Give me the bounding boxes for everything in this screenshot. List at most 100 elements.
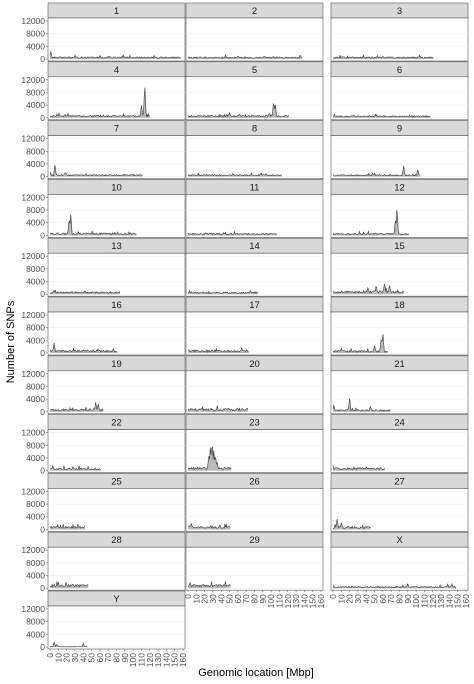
- series-line: [49, 342, 118, 353]
- series-area: [188, 347, 249, 353]
- panel-area: [47, 76, 186, 121]
- y-tick-label: 12000: [21, 16, 45, 26]
- series-line: [332, 283, 404, 294]
- series-line: [332, 465, 385, 471]
- facet-panel: 15: [330, 237, 469, 297]
- series-line: [49, 87, 150, 118]
- facet-panel: 18: [330, 296, 469, 356]
- facet-strip-label: Y: [113, 594, 120, 605]
- series-line: [187, 290, 259, 294]
- x-tick-label: 150: [170, 653, 180, 667]
- y-tick-label: 8000: [26, 558, 45, 568]
- y-tick-label: 4000: [26, 100, 45, 110]
- panel-area: [47, 311, 186, 356]
- series-line: [332, 113, 431, 118]
- facet-strip-label: 20: [249, 359, 260, 370]
- facet-panel: 9: [330, 120, 469, 179]
- series-line: [49, 581, 89, 588]
- facet-panel: 5: [185, 61, 324, 121]
- x-tick-label: 20: [345, 594, 355, 604]
- facet-strip-label: 12: [394, 182, 405, 193]
- facet-strip-label: X: [396, 535, 403, 546]
- x-tick-label: 110: [419, 594, 429, 608]
- x-tick-label: 120: [283, 594, 293, 608]
- facet-strip-label: 10: [111, 182, 122, 193]
- y-tick-label: 12000: [21, 604, 45, 614]
- panel-area: [185, 370, 324, 415]
- x-tick-label: 10: [336, 594, 346, 604]
- panel-area: [47, 429, 186, 473]
- x-tick-label: 100: [266, 594, 276, 608]
- y-tick-label: 4000: [26, 512, 45, 522]
- facet-strip-label: 1: [114, 6, 119, 17]
- x-tick-label: 130: [153, 653, 163, 667]
- y-tick-label: 8000: [26, 29, 45, 39]
- series-line: [187, 346, 249, 353]
- facet-strip-label: 19: [111, 359, 122, 370]
- panel-area: [47, 546, 186, 591]
- series-line: [49, 164, 143, 177]
- y-tick-label: 0: [40, 172, 45, 182]
- x-tick-label: 60: [233, 594, 243, 604]
- facet-panel: 25 0 4000 8000 12000: [21, 473, 186, 534]
- facet-panel: Y 0 4000 8000 12000: [21, 590, 186, 652]
- facet-strip-label: 23: [249, 418, 260, 429]
- x-tick-label: 70: [386, 594, 396, 604]
- x-tick-label: 0: [45, 653, 55, 658]
- y-tick-label: 0: [40, 113, 45, 123]
- facet-panel: 7 0 4000 8000 12000: [21, 120, 186, 182]
- facet-panel: 20: [185, 355, 324, 415]
- facet-panel: 19 0 4000 8000 12000: [21, 355, 186, 417]
- x-tick-label: 40: [78, 653, 88, 663]
- series-area: [333, 583, 457, 589]
- y-tick-label: 8000: [26, 87, 45, 97]
- panel-area: [330, 194, 469, 238]
- x-tick-label: 140: [161, 653, 171, 667]
- y-tick-label: 4000: [26, 159, 45, 169]
- x-tick-label: 40: [216, 594, 226, 604]
- y-tick-label: 4000: [26, 335, 45, 345]
- panel-area: [185, 135, 324, 179]
- panel-area: [47, 252, 186, 297]
- x-tick-label: 130: [436, 594, 446, 608]
- panel-area: [47, 370, 186, 415]
- x-tick-label: 10: [191, 594, 201, 604]
- y-tick-label: 12000: [21, 486, 45, 496]
- panel-area: [185, 546, 324, 591]
- series-area: [188, 581, 231, 589]
- series-line: [187, 172, 283, 177]
- panel-area: [330, 311, 469, 356]
- facet-strip-label: 24: [394, 418, 405, 429]
- y-tick-label: 12000: [21, 75, 45, 85]
- y-tick-label: 4000: [26, 629, 45, 639]
- x-tick-label: 90: [120, 653, 130, 663]
- facet-strip-label: 3: [397, 6, 402, 17]
- facet-panel: 26: [185, 473, 324, 532]
- series-line: [49, 524, 86, 529]
- facet-panel: 22 0 4000 8000 12000: [21, 414, 186, 476]
- facet-strip-label: 21: [394, 359, 405, 370]
- facet-strip-label: 25: [111, 476, 122, 487]
- y-tick-label: 0: [40, 583, 45, 593]
- x-tick-label: 120: [428, 594, 438, 608]
- panel-area: [330, 135, 469, 179]
- x-tick-label: 30: [208, 594, 218, 604]
- facet-strip-label: 4: [114, 65, 119, 76]
- x-tick-label: 120: [145, 653, 155, 667]
- x-tick-label: 140: [444, 594, 454, 608]
- facet-panel: 27: [330, 473, 469, 532]
- facet-strip-label: 16: [111, 300, 122, 311]
- x-tick-label: 20: [200, 594, 210, 604]
- facet-strip-label: 26: [249, 476, 260, 487]
- facet-panel: 14: [185, 237, 324, 297]
- panel-area: [185, 311, 324, 356]
- series-line: [332, 54, 434, 59]
- x-tick-label: 70: [241, 594, 251, 604]
- series-line: [49, 214, 137, 236]
- x-tick-label: 150: [308, 594, 318, 608]
- x-tick-label: 30: [353, 594, 363, 604]
- facet-panel: 12: [330, 179, 469, 238]
- y-tick-label: 12000: [21, 310, 45, 320]
- panel-area: [330, 17, 469, 62]
- series-line: [187, 53, 302, 59]
